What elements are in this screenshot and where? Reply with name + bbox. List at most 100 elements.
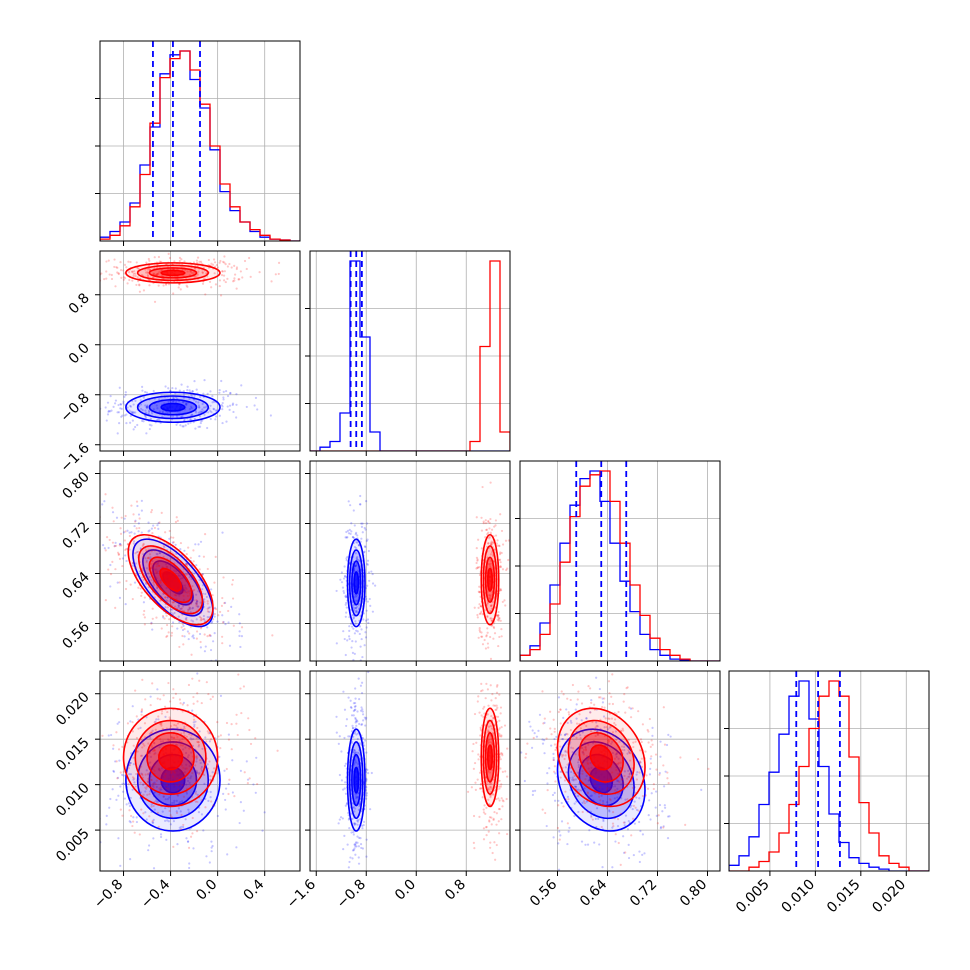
blue-scatter-point [186, 840, 190, 843]
red-scatter-point [489, 657, 493, 660]
red-scatter-point [574, 795, 577, 798]
blue-scatter-point [559, 733, 562, 736]
red-density-fill [161, 270, 185, 276]
blue-scatter-point [355, 841, 358, 844]
red-scatter-point [217, 735, 220, 738]
red-scatter-point [488, 521, 491, 525]
x-tick-label: 0.020 [869, 877, 909, 917]
blue-scatter-point [146, 404, 149, 407]
red-scatter-point [496, 539, 499, 542]
red-scatter-point [482, 811, 486, 814]
red-scatter-point [186, 594, 189, 598]
red-scatter-point [602, 802, 605, 805]
red-scatter-point [490, 551, 494, 554]
red-scatter-point [494, 524, 497, 527]
blue-scatter-point [202, 392, 205, 395]
red-scatter-point [484, 723, 487, 727]
red-scatter-point [652, 783, 655, 786]
blue-scatter-point [139, 399, 142, 402]
red-scatter-point [489, 542, 493, 545]
red-scatter-point [187, 603, 190, 607]
blue-scatter-point [552, 756, 555, 760]
red-scatter-point [498, 558, 502, 561]
red-scatter-point [119, 527, 122, 530]
blue-scatter-point [209, 634, 212, 637]
blue-scatter-point [117, 453, 119, 455]
blue-scatter-point [342, 591, 346, 595]
red-scatter-point [239, 687, 242, 690]
blue-scatter-point [348, 528, 351, 531]
red-scatter-point [606, 778, 609, 781]
blue-scatter-point [358, 802, 362, 805]
blue-scatter-point [616, 763, 619, 766]
red-scatter-point [172, 536, 175, 539]
red-scatter-point [619, 812, 623, 815]
red-scatter-point [150, 622, 153, 625]
blue-scatter-point [103, 547, 106, 550]
red-scatter-point [195, 666, 197, 668]
blue-scatter-point [213, 632, 216, 635]
red-scatter-point [494, 708, 497, 712]
red-scatter-point [153, 549, 157, 552]
red-scatter-point [486, 615, 489, 618]
red-scatter-point [254, 737, 257, 740]
red-scatter-point [142, 578, 145, 582]
red-scatter-point [492, 818, 495, 821]
blue-scatter-point [566, 842, 569, 846]
blue-scatter-point [220, 404, 223, 407]
red-scatter-point [582, 800, 586, 803]
blue-scatter-point [565, 771, 568, 774]
blue-scatter-point [589, 711, 592, 714]
blue-scatter-point [564, 750, 567, 753]
red-scatter-point [487, 519, 490, 523]
red-scatter-point [196, 256, 200, 259]
red-scatter-point [585, 724, 588, 728]
red-scatter-point [560, 690, 563, 693]
blue-scatter-point [354, 759, 357, 762]
blue-scatter-point [362, 719, 365, 722]
blue-scatter-point [167, 400, 170, 404]
red-scatter-point [496, 618, 499, 621]
blue-scatter-point [351, 535, 354, 539]
blue-scatter-point [156, 407, 159, 410]
blue-scatter-point [185, 562, 188, 565]
red-scatter-point [201, 271, 205, 274]
blue-scatter-point [558, 830, 561, 833]
blue-scatter-point [354, 640, 357, 643]
blue-scatter-point [134, 519, 137, 522]
blue-scatter-point [224, 623, 227, 626]
red-scatter-point [489, 566, 492, 569]
blue-scatter-point [357, 845, 361, 848]
red-scatter-point [489, 594, 492, 597]
blue-scatter-point [226, 853, 229, 856]
blue-scatter-point [668, 815, 671, 818]
red-scatter-point [101, 734, 104, 737]
blue-scatter-point [111, 511, 115, 514]
red-scatter-point [619, 863, 622, 866]
red-scatter-point [197, 270, 200, 273]
red-scatter-point [487, 830, 490, 833]
red-scatter-point [587, 685, 590, 688]
red-scatter-point [146, 793, 149, 796]
red-scatter-point [158, 793, 161, 796]
red-scatter-point [515, 808, 517, 810]
blue-scatter-point [188, 764, 191, 768]
blue-scatter-point [107, 409, 110, 413]
red-contour-line [578, 732, 624, 783]
blue-scatter-point [344, 615, 347, 618]
red-scatter-point [228, 262, 231, 266]
blue-scatter-point [156, 418, 159, 422]
blue-scatter-point [141, 419, 144, 422]
blue-scatter-point [359, 684, 363, 687]
blue-scatter-point [351, 802, 354, 805]
red-scatter-point [603, 697, 606, 700]
red-scatter-point [590, 701, 593, 704]
blue-scatter-point [114, 541, 117, 544]
red-scatter-point [163, 617, 166, 620]
red-scatter-point [153, 765, 156, 768]
blue-scatter-point [197, 745, 200, 748]
blue-scatter-point [158, 746, 161, 749]
blue-scatter-point [255, 756, 258, 759]
red-scatter-point [186, 704, 189, 707]
